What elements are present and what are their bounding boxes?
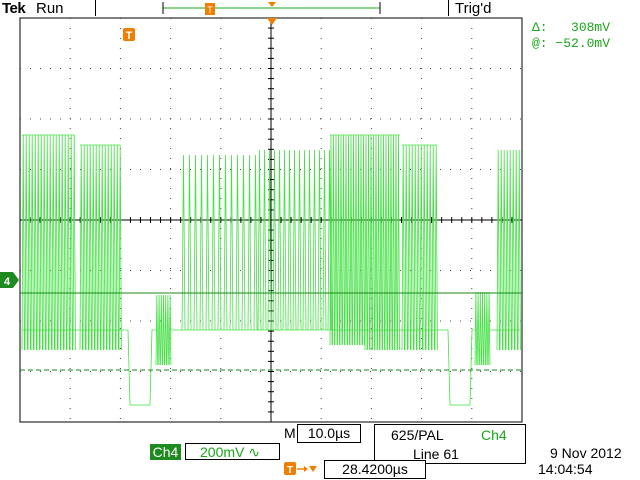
trigger-position-marker [267,18,277,25]
video-standard: 625/PAL [391,427,444,443]
svg-text:4: 4 [4,276,11,288]
brand-logo: Tek [2,0,26,17]
waveform-trace [21,134,521,406]
svg-text:T: T [207,5,213,15]
at-label: @: [532,36,548,51]
ch4-level-marker[interactable]: 4 [0,272,19,288]
timebase-value: 10.0µs [307,425,351,441]
at-value: −52.0mV [555,36,611,51]
cursor-readout: Δ: 308mV @: −52.0mV [532,20,610,52]
coupling-icon: ∿ [248,444,260,460]
trigger-offset-icon: T [284,462,317,476]
delta-value: 308mV [571,20,611,35]
channel-badge[interactable]: Ch4 [150,444,181,460]
vertical-scale-readout[interactable]: 200mV ∿ [185,443,280,460]
run-status: Run [36,0,64,17]
vertical-scale-value: 200mV [200,444,245,460]
video-trigger-readout[interactable]: 625/PAL Ch4 Line 61 [374,424,526,464]
delta-label: Δ: [532,20,548,35]
record-position-bar: T [162,2,381,15]
trigger-position-value: 28.4200µs [342,461,408,477]
svg-text:T: T [287,465,293,476]
ch4-waveform [21,134,521,406]
timebase-readout[interactable]: 10.0µs [297,424,361,443]
trigger-position-readout[interactable]: 28.4200µs [324,460,426,479]
timebase-prefix: M [284,425,296,441]
trigger-status: Trig'd [455,0,492,17]
trigger-channel: Ch4 [481,427,507,443]
header-divider [95,0,96,16]
svg-text:T: T [126,30,133,42]
trigger-point-icon: T [123,28,135,42]
date-readout: 9 Nov 2012 [550,445,622,461]
time-readout: 14:04:54 [538,461,593,477]
trigger-line: Line 61 [413,446,459,462]
header-divider [448,0,449,16]
